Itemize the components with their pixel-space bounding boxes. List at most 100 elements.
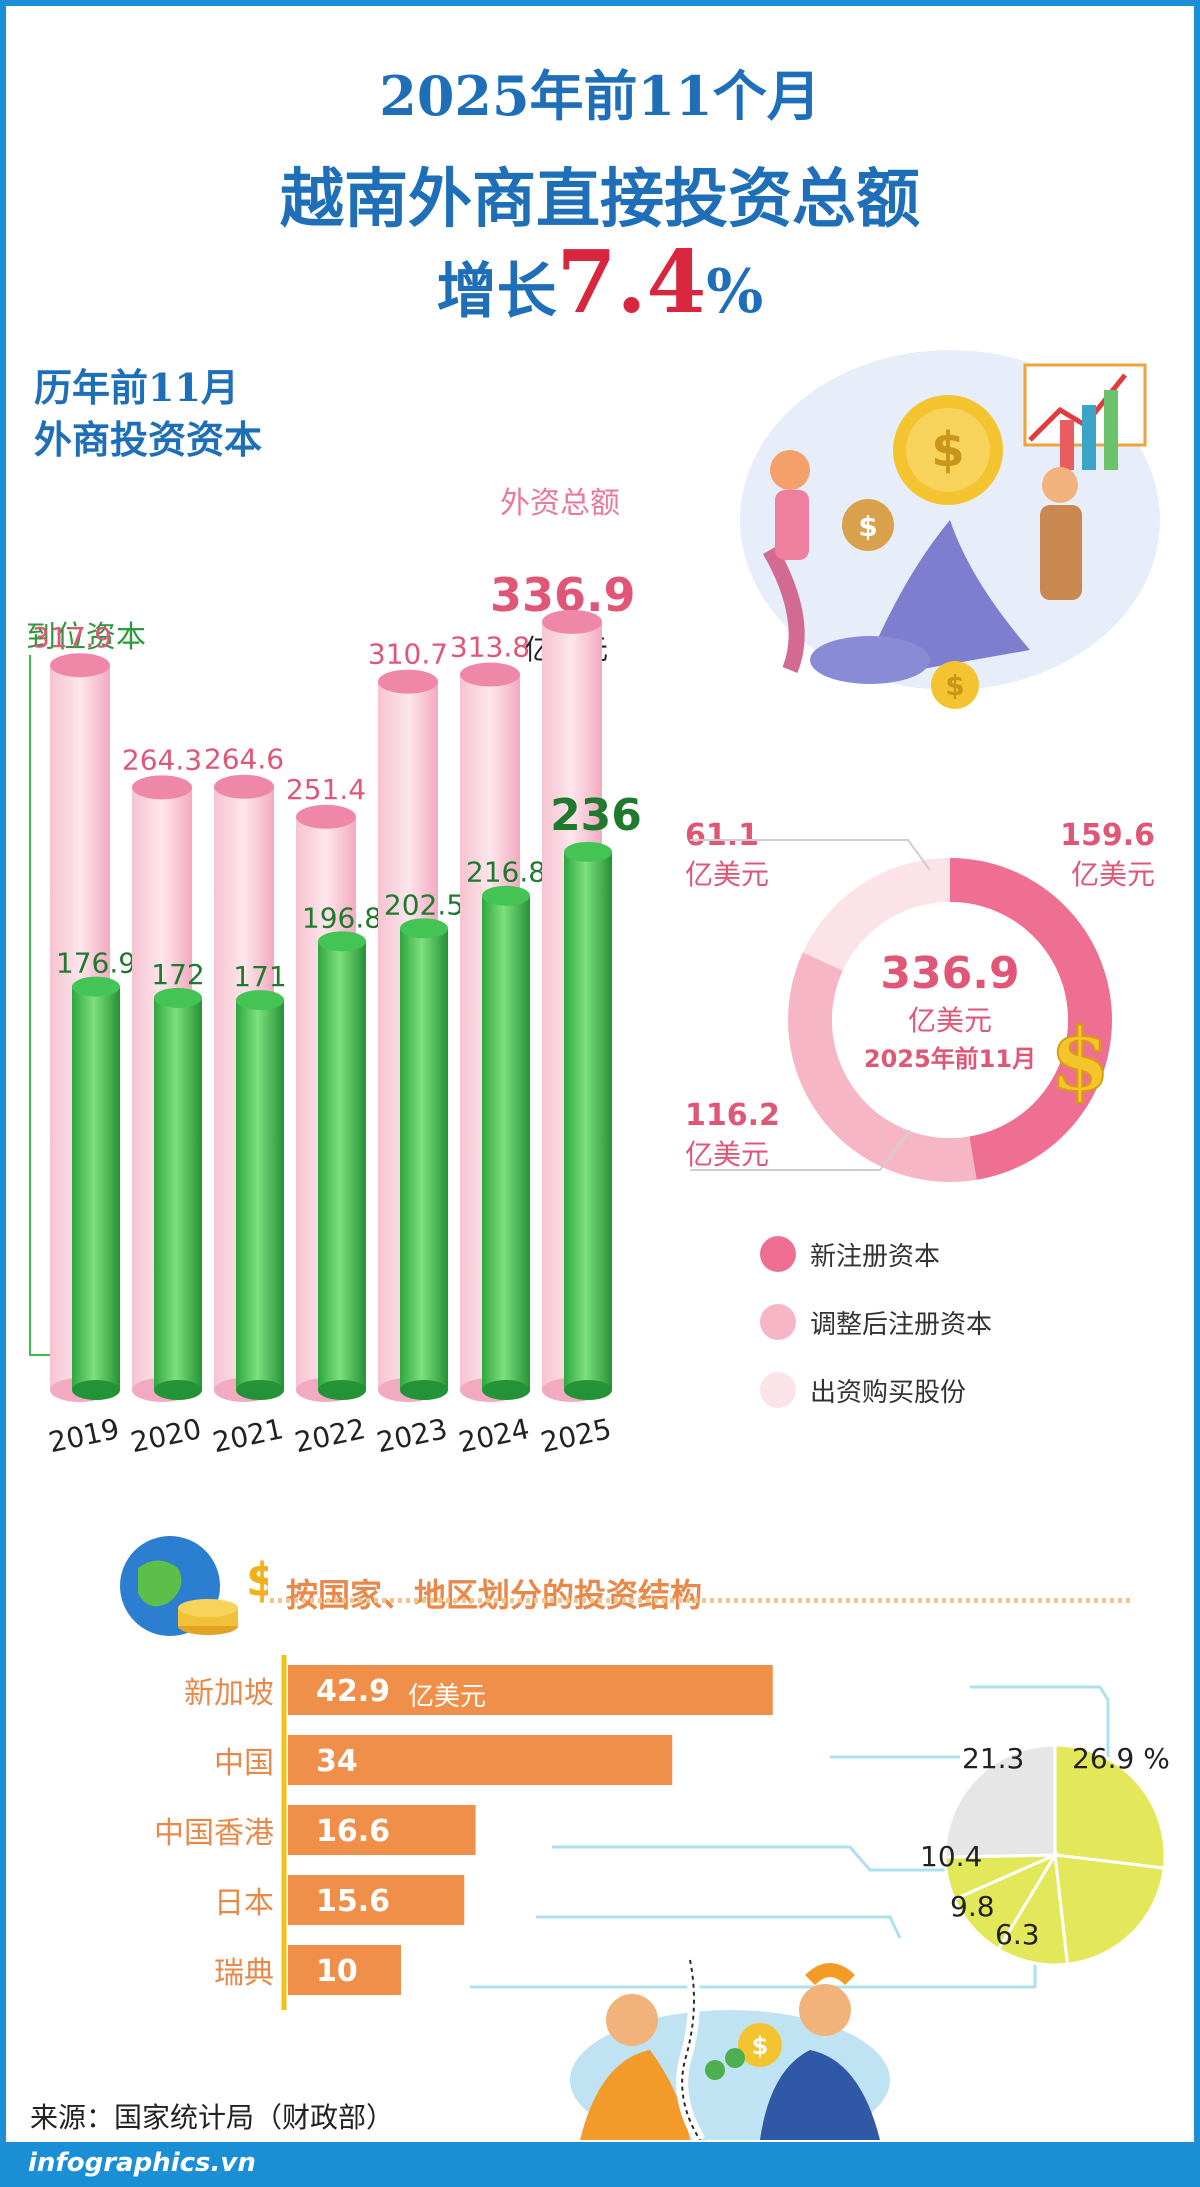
disbursed-bar-base <box>154 1380 202 1400</box>
legend-label-new: 新注册资本 <box>810 1241 941 1272</box>
country-label-sweden: 瑞典 <box>214 1956 274 1991</box>
pie-slice <box>1053 1853 1166 1966</box>
year-tick-label: 2025 <box>538 1412 615 1459</box>
registered-value-label: 317.9 <box>32 621 112 654</box>
footer-bar <box>0 2142 1200 2187</box>
legend-item-share: 出资购买股份 <box>760 1356 992 1424</box>
year-tick-label: 2021 <box>210 1412 287 1459</box>
registered-value-label: 264.3 <box>122 743 202 776</box>
section2-divider <box>270 1598 1130 1603</box>
disbursed-bar-base <box>72 1380 120 1400</box>
svg-text:$: $ <box>246 1553 268 1607</box>
legend-item-new: 新注册资本 <box>760 1220 992 1288</box>
svg-text:$: $ <box>1050 1010 1110 1110</box>
year-tick-label: 2022 <box>292 1412 369 1459</box>
money-bag-icon <box>842 499 894 551</box>
donut-label-new-unit: 亿美元 <box>1070 858 1155 891</box>
dollar-icon: $ <box>1049 1010 1111 1110</box>
country-bar <box>288 1945 401 1995</box>
registered-bar-top <box>378 669 438 694</box>
country-bar <box>288 1665 773 1715</box>
registered-value-label: 313.8 <box>450 631 530 664</box>
donut-label-share-unit: 亿美元 <box>685 858 770 891</box>
donut-label-share: 61.1 亿美元 <box>685 818 769 893</box>
country-share-pie <box>943 1743 1167 1967</box>
person-man-icon <box>580 2050 690 2140</box>
legend-label-share: 出资购买股份 <box>810 1377 967 1408</box>
donut-leader-lines <box>690 839 931 1171</box>
globe-coins-icon: $ <box>120 1536 268 1636</box>
donut-legend: 新注册资本 调整后注册资本 出资购买股份 <box>760 1220 992 1424</box>
country-bar-unit: 亿美元 <box>408 1682 487 1712</box>
person-woman-icon <box>760 2050 880 2140</box>
capital-donut-chart <box>788 858 1112 1182</box>
investment-illustration: $ $ $ <box>740 350 1160 709</box>
country-bar-chart: 42.9 34 16.6 15.6 10 <box>281 1655 1110 2010</box>
registered-bar-top <box>132 775 192 800</box>
year-tick-label: 2024 <box>456 1412 533 1459</box>
yearly-bar-chart: 317.9 176.9 2019 264.3 172 2020 264.6 171 2021 25… <box>29 609 642 1459</box>
donut-center-value: 336.9 <box>880 948 1020 999</box>
disbursed-bar-top <box>564 841 612 862</box>
title-growth-value: 7.4 <box>556 232 707 333</box>
disbursed-bar-top <box>400 918 448 939</box>
disbursed-bar <box>482 895 530 1390</box>
donut-label-adjusted-unit: 亿美元 <box>685 1138 770 1171</box>
disbursed-bar <box>236 1000 284 1390</box>
disbursed-label: 到位资本 <box>26 620 146 655</box>
disbursed-bar-base <box>236 1380 284 1400</box>
year-tick-label: 2020 <box>128 1412 205 1459</box>
disbursed-bar-base <box>400 1380 448 1400</box>
disbursed-value-label: 171 <box>233 960 286 993</box>
disbursed-bar <box>154 997 202 1390</box>
legend-label-adjusted: 调整后注册资本 <box>810 1309 993 1340</box>
pie-value-label: 6.3 <box>995 1918 1040 1951</box>
registered-value-label: 251.4 <box>286 773 366 806</box>
registered-bar-top <box>296 804 356 829</box>
disbursed-bar <box>72 986 120 1390</box>
footer-brand: infographics.vn <box>28 2148 256 2178</box>
donut-center-unit: 亿美元 <box>907 1004 992 1037</box>
disbursed-value-label: 196.8 <box>302 901 382 934</box>
donut-label-share-value: 61.1 <box>685 818 760 853</box>
legend-swatch-share <box>760 1372 796 1408</box>
country-label-china: 中国 <box>214 1746 274 1781</box>
donut-center-period: 2025年前11月 <box>863 1045 1037 1073</box>
disbursed-bar-top <box>318 931 366 952</box>
donut-slice <box>950 858 1112 1180</box>
registered-value-label: 264.6 <box>204 743 284 776</box>
disbursed-bar <box>400 928 448 1390</box>
country-bar-value: 42.9 <box>316 1674 390 1709</box>
country-bar <box>288 1735 673 1785</box>
disbursed-bar-top <box>72 976 120 997</box>
disbursed-value-label: 216.8 <box>466 856 546 889</box>
donut-slice <box>788 952 977 1182</box>
donut-center: 336.9 亿美元 2025年前11月 <box>830 948 1070 1074</box>
coin-stack-icon <box>931 661 979 709</box>
section2-title: 按国家、地区划分的投资结构 <box>286 1576 703 1614</box>
country-bar <box>288 1875 465 1925</box>
svg-text:$: $ <box>858 510 877 543</box>
legend-item-adjusted: 调整后注册资本 <box>760 1288 992 1356</box>
legend-swatch-new <box>760 1236 796 1272</box>
disbursed-bar-base <box>564 1380 612 1400</box>
section1-title: 历年前11月 外商投资资本 <box>34 362 262 466</box>
disbursed-bar-top <box>236 990 284 1011</box>
donut-label-new: 159.6 亿美元 <box>1055 818 1155 893</box>
title-line-3: 增长7.4% <box>0 232 1200 333</box>
section1-title-line1: 历年前11月 <box>34 365 239 410</box>
country-bar <box>288 1805 476 1855</box>
svg-text:$: $ <box>945 669 964 702</box>
year-tick-label: 2023 <box>374 1412 451 1459</box>
country-bar-value: 10 <box>316 1954 358 1989</box>
section1-title-line2: 外商投资资本 <box>34 417 263 462</box>
disbursed-bar <box>318 941 366 1390</box>
donut-hole <box>832 902 1068 1138</box>
disbursed-value-label: 202.5 <box>384 888 464 921</box>
person-man-icon <box>1040 505 1082 600</box>
registered-bar-top <box>50 653 110 678</box>
disbursed-bar-top <box>482 885 530 906</box>
registered-bar-top <box>214 774 274 799</box>
disbursed-value-label: 172 <box>151 958 204 991</box>
